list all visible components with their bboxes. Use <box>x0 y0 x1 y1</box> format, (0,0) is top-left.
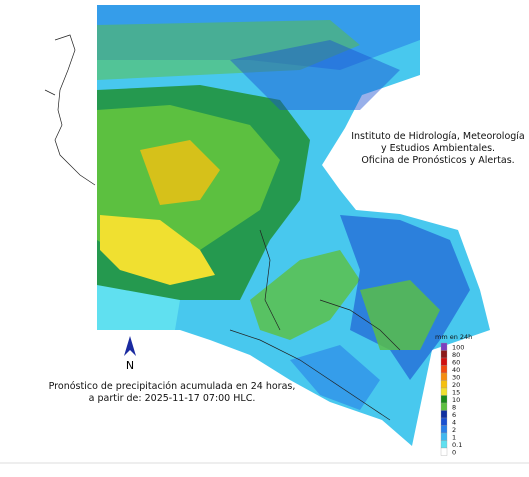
legend-swatch <box>440 425 448 434</box>
legend-label: 0.1 <box>452 441 462 449</box>
legend-label: 100 <box>452 344 464 352</box>
north-label: N <box>126 359 134 372</box>
legend-title: mm en 24h <box>435 333 472 341</box>
legend-swatch <box>440 365 448 374</box>
legend-swatch <box>440 357 448 366</box>
institute-line: Oficina de Pronósticos y Alertas. <box>361 155 514 166</box>
legend-swatch <box>440 342 448 351</box>
legend-swatch <box>440 432 448 441</box>
legend-swatch <box>440 395 448 404</box>
precipitation-field <box>97 5 490 446</box>
borders <box>44 34 401 421</box>
legend-label: 20 <box>452 381 460 389</box>
legend-swatch <box>440 350 448 359</box>
legend-label: 30 <box>452 374 460 382</box>
legend-swatch <box>440 417 448 426</box>
legend-label: 6 <box>452 411 456 419</box>
legend-swatch <box>440 387 448 396</box>
legend-swatch <box>440 440 448 449</box>
legend-label: 1 <box>452 434 456 442</box>
caption-line: Pronóstico de precipitación acumulada en… <box>49 381 296 392</box>
legend-label: 4 <box>452 419 456 427</box>
legend-label: 60 <box>452 359 460 367</box>
legend-swatch <box>440 380 448 389</box>
legend-label: 80 <box>452 351 460 359</box>
legend-swatch <box>440 447 448 456</box>
legend-label: 0 <box>452 449 456 457</box>
institute-line: y Estudios Ambientales. <box>381 143 495 154</box>
legend-label: 10 <box>452 396 460 404</box>
legend-label: 15 <box>452 389 460 397</box>
legend-swatch <box>440 402 448 411</box>
legend-label: 40 <box>452 366 460 374</box>
legend-label: 2 <box>452 426 456 434</box>
institute-line: Instituto de Hidrología, Meteorología <box>351 131 525 142</box>
caption-line: a partir de: 2025-11-17 07:00 HLC. <box>89 393 256 404</box>
legend-swatch <box>440 410 448 419</box>
legend-label: 8 <box>452 404 456 412</box>
caption: Pronóstico de precipitación acumulada en… <box>49 381 296 404</box>
north-arrow: N <box>124 336 136 372</box>
legend-swatch <box>440 372 448 381</box>
